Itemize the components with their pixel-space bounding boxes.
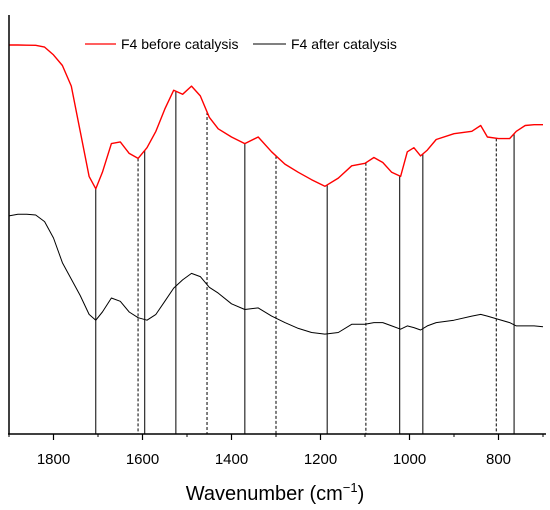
legend: F4 before catalysis F4 after catalysis [85,36,397,52]
legend-label-after: F4 after catalysis [291,36,397,52]
x-axis-title-main: Wavenumber (cm [186,483,343,505]
x-tick-label: 1800 [37,451,70,468]
series-line-before [9,44,543,190]
series-line-after [8,213,544,335]
x-axis-title: Wavenumber (cm−1) [186,480,365,505]
x-tick-label: 1000 [393,451,426,468]
x-axis-title-close: ) [358,483,365,505]
legend-label-before: F4 before catalysis [121,36,239,52]
x-tick-label: 1400 [215,451,248,468]
x-tick-label: 800 [486,451,511,468]
spectra-layer [8,44,544,335]
reference-lines [95,91,515,434]
x-tick-label: 1600 [126,451,159,468]
x-axis-title-sup: −1 [343,480,358,495]
x-tick-label: 1200 [304,451,337,468]
x-axis: 1800 1600 1400 1200 1000 800 [8,15,546,468]
